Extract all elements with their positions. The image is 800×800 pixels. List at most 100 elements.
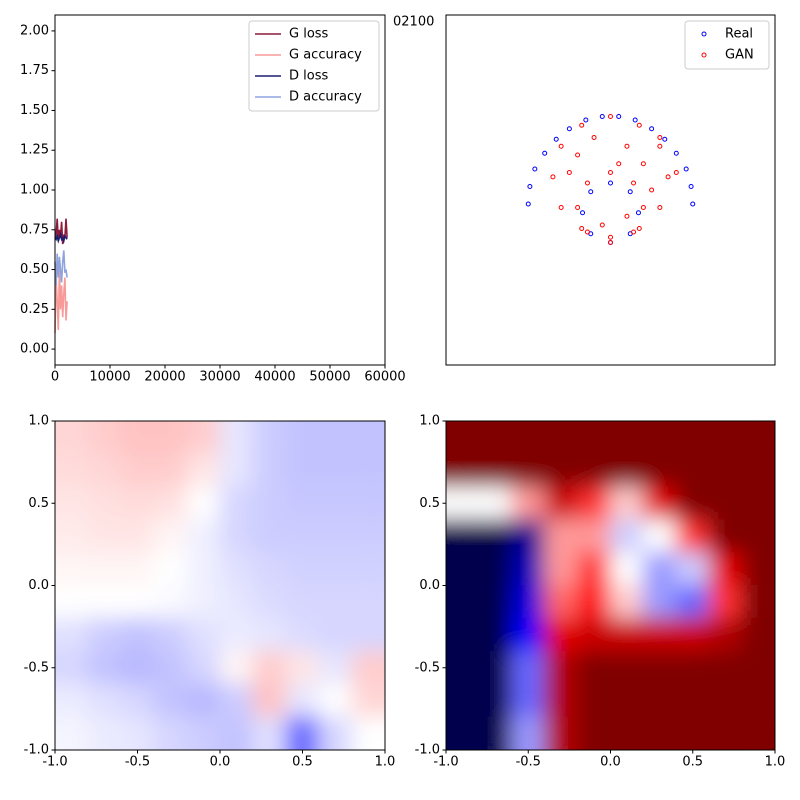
- scatter-point: [558, 205, 564, 210]
- heatmap-cell: [318, 552, 353, 586]
- heatmap-cell: [675, 552, 710, 586]
- heatmap-cell: [544, 585, 579, 619]
- scatter-point: [550, 174, 556, 180]
- heatmap-cell: [219, 716, 254, 750]
- heatmap-cell: [446, 716, 480, 750]
- scatter-point: [673, 170, 679, 175]
- heatmap-cell: [577, 585, 611, 619]
- heatmap-cell: [511, 683, 546, 718]
- heatmap-cell: [153, 486, 188, 521]
- scatter-point: [616, 114, 622, 119]
- heatmap-cell: [219, 519, 254, 554]
- heatmap-cell: [708, 453, 743, 488]
- heatmap-cell: [478, 552, 513, 586]
- heatmap-cell: [577, 683, 611, 718]
- panel: -1.0 -0.5 0.0 0.5 1.0 -1.0 -0.5 0.0 0.5 1.0: [415, 414, 786, 770]
- scatter-point: [608, 114, 613, 119]
- heatmap-cell: [544, 421, 579, 455]
- heatmap-cell: [741, 585, 775, 619]
- heatmap-cell: [544, 552, 579, 586]
- heatmap-cell: [186, 453, 221, 488]
- heatmap-cell: [219, 421, 254, 455]
- heatmap-cell: [544, 519, 579, 554]
- heatmap-cell: [120, 585, 155, 619]
- heatmap-cell: [544, 683, 579, 718]
- x-tick-label: -0.5: [125, 755, 150, 770]
- heatmap-cell: [478, 585, 513, 619]
- legend-label: Real: [725, 27, 753, 42]
- heatmap-cell: [708, 716, 743, 750]
- heatmap-cell: [87, 716, 122, 750]
- heatmap-cell: [120, 486, 155, 521]
- scatter-point: [657, 205, 663, 210]
- heatmap-cell: [153, 519, 188, 554]
- scatter-point: [532, 166, 538, 172]
- heatmap-cell: [741, 453, 775, 488]
- heatmap-cell: [186, 683, 221, 718]
- heatmap-cell: [610, 421, 644, 455]
- scatter-point: [599, 114, 605, 119]
- heatmap-cell: [87, 683, 122, 718]
- heatmap-cell: [120, 683, 155, 718]
- heatmap-cell: [87, 421, 122, 455]
- scatter-point: [635, 210, 641, 216]
- y-tick-label: 2.00: [20, 23, 49, 38]
- heatmap-cell: [577, 453, 611, 488]
- scatter-point: [640, 161, 646, 167]
- y-tick-label: -1.0: [415, 743, 440, 758]
- heatmap-cell: [153, 585, 188, 619]
- heatmap-cell: [120, 552, 155, 586]
- heatmap-cell: [153, 716, 188, 750]
- line-series: [54, 250, 68, 286]
- scatter-point: [631, 180, 637, 186]
- heatmap-cell: [446, 650, 480, 685]
- heatmap-cell: [511, 453, 546, 488]
- x-tick-label: 40000: [254, 370, 295, 385]
- x-tick-label: 20000: [144, 370, 185, 385]
- heatmap-cell: [351, 585, 385, 619]
- heatmap-cell: [675, 716, 710, 750]
- heatmap-cell: [642, 552, 677, 586]
- heatmap-cell: [642, 486, 677, 521]
- legend: G loss G accuracy D loss D accuracy: [248, 20, 380, 112]
- heatmap: [55, 421, 385, 750]
- heatmap-cell: [252, 617, 287, 652]
- heatmap-cell: [285, 552, 320, 586]
- x-tick-label: 0.5: [292, 755, 313, 770]
- scatter-point: [575, 205, 581, 210]
- legend-label: G accuracy: [289, 48, 362, 63]
- heatmap-cell: [252, 486, 287, 521]
- heatmap-cell: [285, 683, 320, 718]
- heatmap-cell: [186, 552, 221, 586]
- scatter-point: [632, 117, 638, 123]
- heatmap-cell: [285, 617, 320, 652]
- heatmap-cell: [219, 617, 254, 652]
- heatmap-cell: [741, 617, 775, 652]
- heatmap-cell: [642, 453, 677, 488]
- heatmap-cell: [446, 552, 480, 586]
- x-tick-label: -1.0: [42, 755, 67, 770]
- scatter-point: [542, 150, 548, 156]
- scatter-point: [636, 226, 642, 231]
- heatmap-cell: [153, 650, 188, 685]
- heatmap-cell: [186, 650, 221, 685]
- legend-label: GAN: [725, 48, 754, 63]
- scatter-point: [575, 152, 581, 158]
- scatter-point: [624, 143, 630, 149]
- heatmap-cell: [285, 486, 320, 521]
- heatmap-cell: [318, 453, 353, 488]
- heatmap-cell: [55, 519, 89, 554]
- heatmap-cell: [610, 453, 644, 488]
- heatmap-cell: [351, 617, 385, 652]
- heatmap-cell: [741, 650, 775, 685]
- heatmap-cell: [642, 617, 677, 652]
- scatter-point: [566, 126, 572, 132]
- heatmap-cell: [120, 453, 155, 488]
- heatmap-cell: [120, 519, 155, 554]
- y-tick-label: 1.0: [28, 414, 49, 429]
- scatter-point: [566, 170, 572, 175]
- heatmap-cell: [446, 585, 480, 619]
- heatmap-cell: [351, 453, 385, 488]
- heatmap-cell: [577, 650, 611, 685]
- x-tick-label: 0: [51, 370, 59, 385]
